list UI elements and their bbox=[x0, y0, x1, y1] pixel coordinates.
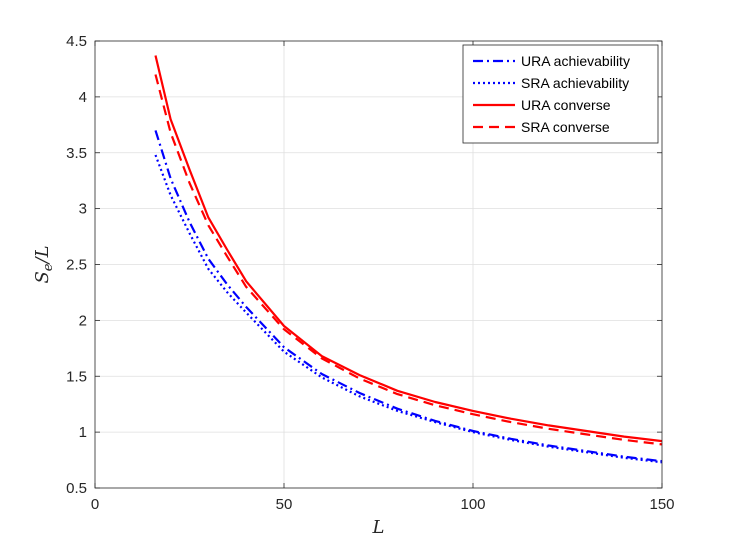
series-line-ura-achievability bbox=[154, 130, 663, 463]
x-tick-label: 100 bbox=[460, 496, 485, 513]
legend-label: URA achievability bbox=[521, 53, 630, 69]
grid bbox=[95, 41, 662, 488]
y-tick-label: 4.5 bbox=[66, 33, 87, 50]
x-tick-label: 150 bbox=[649, 496, 674, 513]
y-axis-label: Se/L bbox=[32, 245, 56, 283]
legend-label: URA converse bbox=[521, 97, 611, 113]
y-tick-label: 2.5 bbox=[66, 257, 87, 274]
y-tick-label: 3.5 bbox=[66, 145, 87, 162]
y-tick-label: 1 bbox=[79, 424, 87, 441]
x-axis-label-text: L bbox=[372, 517, 385, 538]
series-line-ura-converse bbox=[154, 55, 663, 443]
y-tick-label: 2 bbox=[79, 312, 87, 329]
x-tick-label: 0 bbox=[91, 496, 99, 513]
series-line-sra-converse bbox=[154, 74, 663, 446]
y-axis-label-text: Se/L bbox=[32, 245, 56, 283]
x-axis-label: L bbox=[372, 517, 385, 538]
y-tick-label: 0.5 bbox=[66, 480, 87, 497]
series-lines bbox=[154, 55, 663, 464]
y-tick-label: 4 bbox=[79, 89, 87, 106]
axis-ticks: 0 50 100 150 0.5 1 1.5 2 2.5 3 3.5 4 4.5 bbox=[66, 33, 674, 513]
y-tick-label: 3 bbox=[79, 201, 87, 218]
legend-label: SRA converse bbox=[521, 119, 610, 135]
x-tick-label: 50 bbox=[276, 496, 293, 513]
legend-label: SRA achievability bbox=[521, 75, 629, 91]
y-tick-label: 1.5 bbox=[66, 368, 87, 385]
series-line-sra-achievability bbox=[154, 154, 663, 464]
legend: URA achievability SRA achievability URA co… bbox=[462, 44, 659, 144]
